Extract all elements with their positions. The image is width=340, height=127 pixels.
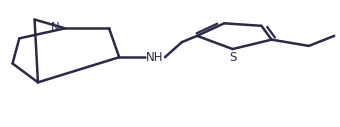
Text: NH: NH <box>146 51 164 64</box>
Text: S: S <box>229 51 236 64</box>
Text: N: N <box>51 21 60 34</box>
